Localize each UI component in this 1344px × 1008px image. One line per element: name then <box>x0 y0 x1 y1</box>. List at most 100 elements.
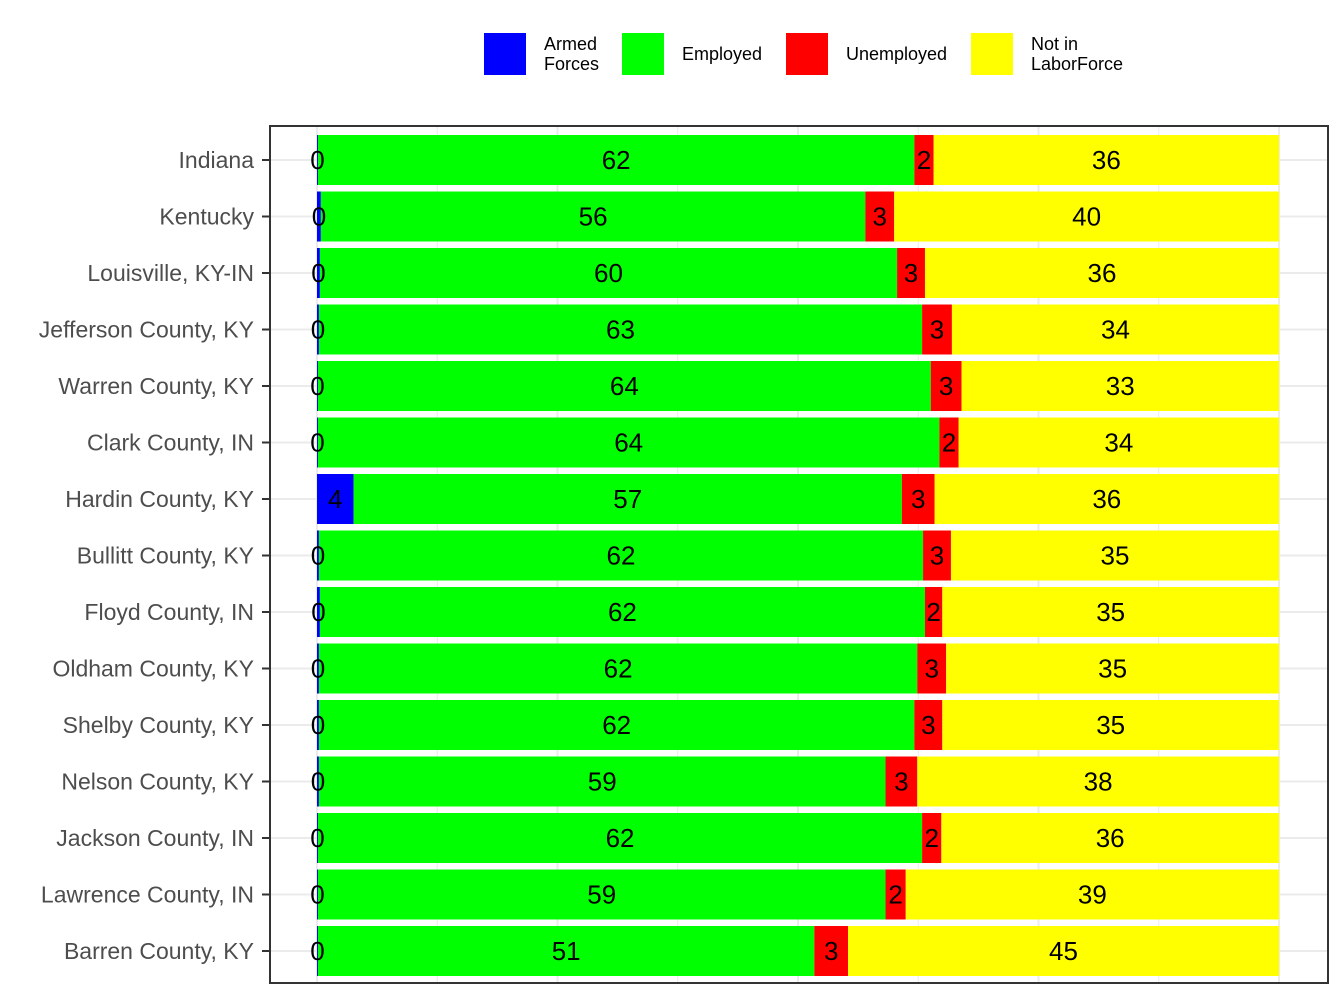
bar-not-in-laborforce-lawrence-county-in <box>905 869 1279 920</box>
y-axis-label-kentucky: Kentucky <box>159 204 254 230</box>
plot-panel-border <box>269 125 1329 984</box>
data-label-not-in-laborforce-floyd-county-in: 35 <box>1096 597 1125 627</box>
legend-swatch-armed-forces <box>484 33 526 75</box>
data-label-unemployed-clark-county-in: 2 <box>942 428 956 458</box>
bar-armed-forces-louisville-ky-in <box>317 248 320 298</box>
bar-armed-forces-nelson-county-ky <box>317 756 319 807</box>
bar-unemployed-kentucky <box>865 191 895 242</box>
y-axis-label-jefferson-county-ky: Jefferson County, KY <box>39 317 254 343</box>
bar-unemployed-bullitt-county-ky <box>923 530 951 581</box>
data-label-armed-forces-barren-county-ky: 0 <box>310 936 324 966</box>
bar-employed-indiana <box>317 135 915 185</box>
data-label-employed-barren-county-ky: 51 <box>552 936 581 966</box>
data-label-armed-forces-clark-county-in: 0 <box>310 428 324 458</box>
bar-employed-barren-county-ky <box>317 926 815 976</box>
bar-not-in-laborforce-jackson-county-in <box>941 813 1279 863</box>
y-axis-label-jackson-county-in: Jackson County, IN <box>56 825 254 851</box>
data-label-not-in-laborforce-shelby-county-ky: 35 <box>1096 710 1125 740</box>
data-label-armed-forces-jefferson-county-ky: 0 <box>311 315 325 345</box>
bar-not-in-laborforce-bullitt-county-ky <box>950 530 1279 581</box>
data-label-armed-forces-indiana: 0 <box>310 145 324 175</box>
bar-not-in-laborforce-warren-county-ky <box>961 361 1279 411</box>
bar-armed-forces-kentucky <box>317 191 321 242</box>
bar-armed-forces-clark-county-in <box>317 417 318 468</box>
bar-employed-kentucky <box>320 191 866 242</box>
bar-not-in-laborforce-jefferson-county-ky <box>951 304 1279 355</box>
bar-not-in-laborforce-hardin-county-ky <box>934 474 1279 524</box>
data-label-armed-forces-lawrence-county-in: 0 <box>310 880 324 910</box>
data-label-unemployed-lawrence-county-in: 2 <box>888 880 902 910</box>
bar-unemployed-shelby-county-ky <box>914 700 943 750</box>
bar-employed-louisville-ky-in <box>319 248 898 298</box>
data-label-employed-louisville-ky-in: 60 <box>594 258 623 288</box>
bar-not-in-laborforce-oldham-county-ky <box>946 643 1279 694</box>
data-label-not-in-laborforce-jackson-county-in: 36 <box>1096 823 1125 853</box>
bar-unemployed-hardin-county-ky <box>901 474 935 524</box>
data-label-not-in-laborforce-lawrence-county-in: 39 <box>1078 880 1107 910</box>
data-label-employed-bullitt-county-ky: 62 <box>607 541 636 571</box>
y-axis-label-shelby-county-ky: Shelby County, KY <box>63 712 254 738</box>
y-axis-label-nelson-county-ky: Nelson County, KY <box>61 769 254 795</box>
data-label-unemployed-louisville-ky-in: 3 <box>904 258 918 288</box>
data-label-unemployed-kentucky: 3 <box>873 202 887 232</box>
data-label-armed-forces-hardin-county-ky: 4 <box>328 484 342 514</box>
bar-not-in-laborforce-floyd-county-in <box>942 587 1279 637</box>
bar-unemployed-barren-county-ky <box>814 926 849 976</box>
legend-label-unemployed: Unemployed <box>846 44 948 64</box>
y-axis-label-barren-county-ky: Barren County, KY <box>64 938 254 964</box>
bar-not-in-laborforce-shelby-county-ky <box>942 700 1279 750</box>
bar-employed-oldham-county-ky <box>318 643 918 694</box>
data-label-unemployed-floyd-county-in: 2 <box>926 597 940 627</box>
data-label-armed-forces-shelby-county-ky: 0 <box>311 710 325 740</box>
bar-employed-bullitt-county-ky <box>318 530 924 581</box>
data-label-employed-nelson-county-ky: 59 <box>588 767 617 797</box>
bar-armed-forces-hardin-county-ky <box>317 474 354 524</box>
data-label-employed-warren-county-ky: 64 <box>610 371 639 401</box>
data-label-not-in-laborforce-indiana: 36 <box>1092 145 1121 175</box>
bar-unemployed-jackson-county-in <box>922 813 942 863</box>
data-label-not-in-laborforce-louisville-ky-in: 36 <box>1088 258 1117 288</box>
data-label-unemployed-bullitt-county-ky: 3 <box>930 541 944 571</box>
y-axis-label-floyd-county-in: Floyd County, IN <box>84 599 254 625</box>
y-axis-label-hardin-county-ky: Hardin County, KY <box>65 486 254 512</box>
bar-unemployed-floyd-county-in <box>924 587 943 637</box>
bar-employed-jefferson-county-ky <box>318 304 923 355</box>
bar-armed-forces-bullitt-county-ky <box>317 530 319 581</box>
data-label-not-in-laborforce-oldham-county-ky: 35 <box>1098 654 1127 684</box>
data-label-employed-lawrence-county-in: 59 <box>587 880 616 910</box>
data-label-not-in-laborforce-hardin-county-ky: 36 <box>1092 484 1121 514</box>
bar-unemployed-indiana <box>914 135 934 185</box>
bar-employed-hardin-county-ky <box>353 474 902 524</box>
bar-unemployed-jefferson-county-ky <box>922 304 952 355</box>
y-axis-label-warren-county-ky: Warren County, KY <box>58 373 254 399</box>
bar-employed-lawrence-county-in <box>317 869 886 920</box>
bar-unemployed-warren-county-ky <box>930 361 962 411</box>
bar-armed-forces-floyd-county-in <box>317 587 320 637</box>
data-label-unemployed-oldham-county-ky: 3 <box>924 654 938 684</box>
bar-employed-floyd-county-in <box>319 587 925 637</box>
data-label-armed-forces-louisville-ky-in: 0 <box>311 258 325 288</box>
data-label-employed-jackson-county-in: 62 <box>606 823 635 853</box>
legend-label-armed-forces: Armed Forces <box>544 34 600 74</box>
y-axis-label-bullitt-county-ky: Bullitt County, KY <box>77 543 254 569</box>
data-label-armed-forces-oldham-county-ky: 0 <box>311 654 325 684</box>
data-label-employed-oldham-county-ky: 62 <box>604 654 633 684</box>
bar-unemployed-lawrence-county-in <box>885 869 906 920</box>
data-label-not-in-laborforce-kentucky: 40 <box>1072 202 1101 232</box>
data-label-unemployed-nelson-county-ky: 3 <box>894 767 908 797</box>
data-label-employed-floyd-county-in: 62 <box>608 597 637 627</box>
bar-employed-clark-county-in <box>317 417 940 468</box>
bar-not-in-laborforce-barren-county-ky <box>848 926 1279 976</box>
data-label-not-in-laborforce-bullitt-county-ky: 35 <box>1101 541 1130 571</box>
data-label-unemployed-warren-county-ky: 3 <box>939 371 953 401</box>
bar-employed-shelby-county-ky <box>318 700 915 750</box>
bar-not-in-laborforce-kentucky <box>894 191 1279 242</box>
data-label-not-in-laborforce-clark-county-in: 34 <box>1104 428 1133 458</box>
y-axis-label-oldham-county-ky: Oldham County, KY <box>52 656 254 682</box>
bar-unemployed-louisville-ky-in <box>897 248 925 298</box>
bar-unemployed-oldham-county-ky <box>917 643 947 694</box>
data-label-unemployed-jefferson-county-ky: 3 <box>930 315 944 345</box>
y-axis-label-lawrence-county-in: Lawrence County, IN <box>41 882 254 908</box>
data-label-armed-forces-bullitt-county-ky: 0 <box>311 541 325 571</box>
